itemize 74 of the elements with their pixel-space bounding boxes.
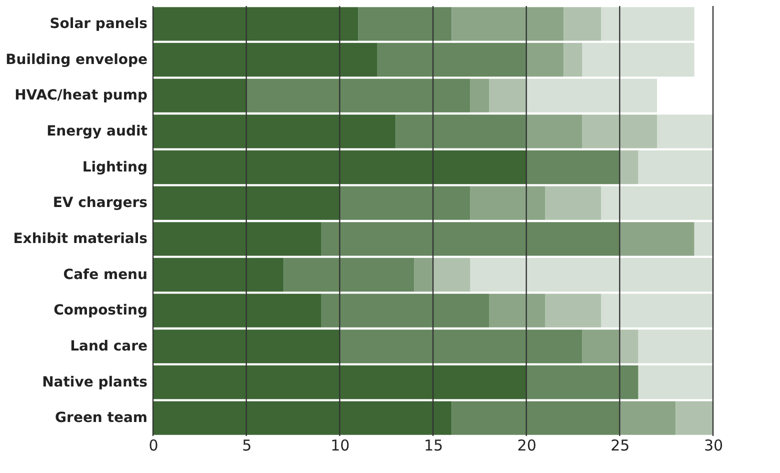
bar	[153, 222, 321, 256]
bar	[153, 42, 377, 77]
bar	[153, 78, 246, 112]
x-tick-label: 0	[148, 436, 158, 454]
bar	[526, 78, 657, 112]
bar	[246, 78, 470, 112]
bar	[153, 186, 340, 220]
y-tick-label: Exhibit materials	[13, 230, 148, 247]
bar	[620, 330, 638, 364]
bar	[620, 401, 676, 435]
bar	[601, 186, 713, 220]
bar	[153, 7, 358, 41]
bar	[321, 294, 489, 328]
bar	[321, 222, 620, 256]
bar	[452, 401, 620, 435]
bar	[638, 365, 713, 400]
bar	[564, 7, 601, 41]
bar	[638, 330, 713, 364]
bar	[396, 114, 526, 148]
bar	[582, 114, 657, 148]
bar	[489, 78, 526, 112]
x-tick-label: 30	[704, 436, 724, 454]
y-tick-label: Land care	[70, 338, 148, 354]
y-tick-label: Native plants	[42, 374, 148, 390]
bar	[620, 222, 694, 256]
bar	[545, 186, 601, 220]
bar	[470, 258, 713, 292]
bar	[526, 365, 638, 400]
bar	[526, 42, 564, 77]
bar	[452, 7, 564, 41]
bar	[153, 258, 284, 292]
bar	[414, 258, 433, 292]
bar	[153, 330, 340, 364]
bar	[470, 186, 545, 220]
bar	[601, 294, 713, 328]
bar	[153, 294, 321, 328]
bar	[582, 42, 694, 77]
bar	[153, 365, 526, 400]
bar	[676, 401, 713, 435]
bar	[470, 78, 489, 112]
y-tick-label: Lighting	[82, 159, 148, 176]
bar	[358, 7, 452, 41]
bar	[582, 330, 620, 364]
bar	[153, 114, 396, 148]
bar	[340, 330, 582, 364]
y-tick-label: Cafe menu	[63, 266, 148, 283]
bar	[694, 222, 713, 256]
bar	[620, 150, 638, 184]
bar	[564, 42, 582, 77]
y-tick-label: HVAC/heat pump	[14, 88, 148, 104]
bar	[545, 294, 601, 328]
y-tick-label: Solar panels	[50, 16, 148, 32]
bar	[377, 42, 526, 77]
y-tick-label: EV chargers	[52, 195, 148, 212]
y-tick-label: Green team	[55, 410, 148, 426]
bar	[284, 258, 414, 292]
x-tick-label: 25	[610, 436, 630, 454]
y-tick-label: Energy audit	[46, 123, 148, 140]
y-tick-label: Composting	[54, 302, 148, 319]
bar	[340, 186, 470, 220]
bar	[601, 7, 694, 41]
bar	[153, 401, 452, 435]
x-tick-label: 20	[517, 436, 536, 454]
bar	[657, 114, 713, 148]
x-tick-label: 10	[330, 436, 350, 454]
bar	[526, 114, 582, 148]
bar	[153, 150, 526, 184]
bar	[526, 150, 620, 184]
bar	[433, 258, 470, 292]
x-tick-label: 5	[242, 436, 252, 454]
bar	[489, 294, 545, 328]
x-tick-label: 15	[424, 436, 444, 454]
bar	[638, 150, 713, 184]
y-tick-label: Building envelope	[6, 52, 148, 68]
